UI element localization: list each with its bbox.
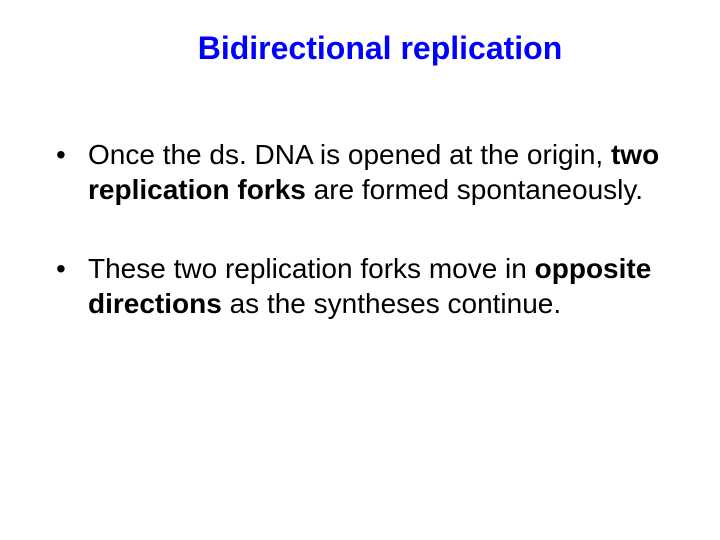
bullet-item: Once the ds. DNA is opened at the origin… <box>50 137 670 207</box>
text-run: These two replication forks move in <box>88 253 535 284</box>
bullet-list: Once the ds. DNA is opened at the origin… <box>50 137 670 321</box>
slide-container: Bidirectional replication Once the ds. D… <box>0 0 720 540</box>
bullet-item: These two replication forks move in oppo… <box>50 251 670 321</box>
text-run: Once the ds. DNA is opened at the origin… <box>88 139 611 170</box>
text-run: as the syntheses continue. <box>222 288 561 319</box>
slide-title: Bidirectional replication <box>90 30 670 67</box>
text-run: are formed spontaneously. <box>306 174 643 205</box>
